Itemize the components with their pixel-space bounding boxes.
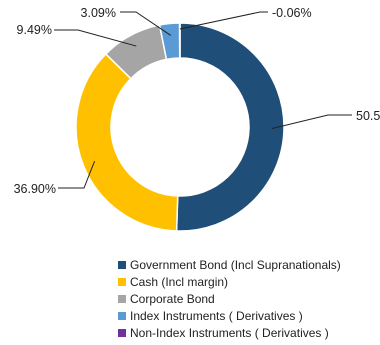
legend-item-index-instruments: Index Instruments ( Derivatives ) — [118, 307, 341, 324]
slice-government-bond — [175, 22, 285, 232]
legend-label-corporate-bond: Corporate Bond — [130, 291, 215, 306]
legend-label-index-instruments: Index Instruments ( Derivatives ) — [130, 308, 303, 323]
legend-label-non-index-instruments: Non-Index Instruments ( Derivatives ) — [130, 325, 329, 340]
legend-item-corporate-bond: Corporate Bond — [118, 290, 341, 307]
leader-line-government-bond — [271, 114, 352, 130]
leader-line-corporate-bond — [54, 29, 137, 47]
leader-line-non-index-instruments — [179, 11, 268, 30]
chart-legend: Government Bond (Incl Supranationals) Ca… — [118, 256, 341, 341]
data-label-corporate-bond: 9.49% — [17, 23, 52, 37]
legend-swatch-government-bond — [118, 260, 126, 269]
legend-swatch-cash — [118, 277, 126, 286]
data-label-index-instruments: 3.09% — [81, 6, 116, 20]
data-label-non-index-instruments: -0.06% — [272, 6, 312, 20]
donut-chart: 50.59% 36.90% 9.49% 3.09% -0.06% — [14, 6, 380, 232]
legend-item-non-index-instruments: Non-Index Instruments ( Derivatives ) — [118, 324, 341, 341]
legend-label-government-bond: Government Bond (Incl Supranationals) — [130, 257, 341, 272]
slice-cash — [75, 52, 179, 232]
legend-swatch-index-instruments — [118, 311, 126, 320]
legend-item-cash: Cash (Incl margin) — [118, 273, 341, 290]
legend-swatch-corporate-bond — [118, 294, 126, 303]
legend-label-cash: Cash (Incl margin) — [130, 274, 229, 289]
data-label-cash: 36.90% — [14, 182, 56, 196]
legend-item-government-bond: Government Bond (Incl Supranationals) — [118, 256, 341, 273]
leader-line-index-instruments — [120, 11, 172, 36]
leader-line-cash — [58, 160, 96, 189]
legend-swatch-non-index-instruments — [118, 328, 126, 337]
data-label-government-bond: 50.59% — [356, 109, 380, 123]
